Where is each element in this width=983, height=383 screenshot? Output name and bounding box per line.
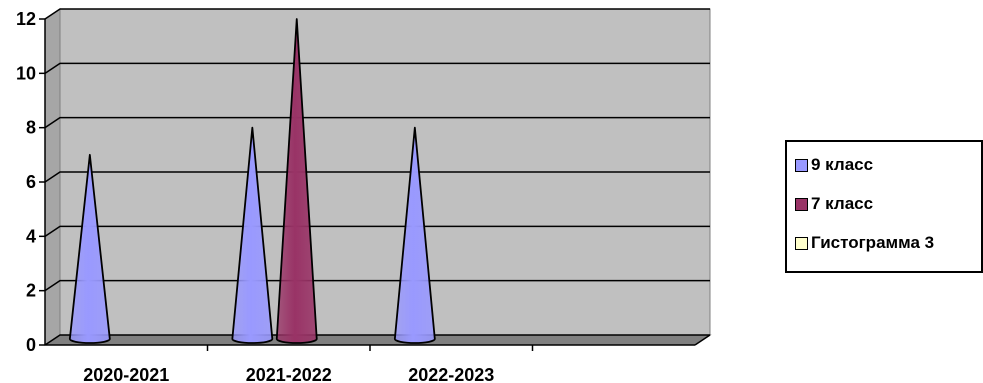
cone-0-0 (68, 153, 111, 344)
chart-floor (43, 334, 712, 346)
gridline (44, 62, 710, 74)
legend-label-series-3: Гистограмма 3 (811, 233, 935, 252)
x-tick-label: 2020-2021 (83, 365, 169, 383)
chart-wall (43, 8, 712, 346)
x-axis-depth (694, 334, 711, 346)
legend-swatch-series-3 (795, 236, 808, 250)
legend: 9 класс 7 класс Гистограмма 3 (785, 140, 983, 273)
axes (39, 18, 711, 351)
legend-item-series-3: Гистограмма 3 (795, 233, 934, 253)
y-tick-label: 0 (26, 335, 36, 355)
legend-label-series-2: 7 класс (811, 194, 874, 213)
gridline (44, 171, 710, 183)
cone-1-1 (275, 18, 318, 344)
legend-swatch-series-2 (795, 197, 808, 211)
axis-labels: 0 2 4 6 8 10 12 2020-2021 2021-2022 2022-2023 (16, 9, 494, 383)
cone-0-2 (393, 126, 436, 344)
y-tick-label: 6 (26, 172, 36, 192)
gridline (44, 8, 710, 20)
gridline (44, 334, 710, 346)
legend-label-series-1: 9 класс (811, 155, 874, 174)
y-tick-label: 10 (16, 63, 36, 83)
cones (68, 18, 436, 344)
y-tick-label: 2 (26, 281, 36, 301)
y-tick-label: 4 (26, 226, 36, 246)
legend-item-series-1: 9 класс (795, 155, 873, 175)
x-tick-label: 2022-2023 (408, 365, 494, 383)
cone-0-1 (231, 126, 274, 344)
y-tick-label: 8 (26, 118, 36, 138)
gridline (44, 225, 710, 237)
y-tick-label: 12 (16, 9, 36, 29)
legend-item-series-2: 7 класс (795, 194, 873, 214)
gridline (44, 279, 710, 292)
x-tick-label: 2021-2022 (246, 365, 332, 383)
gridline (44, 116, 710, 129)
gridlines (44, 8, 710, 346)
legend-swatch-series-1 (795, 158, 808, 172)
